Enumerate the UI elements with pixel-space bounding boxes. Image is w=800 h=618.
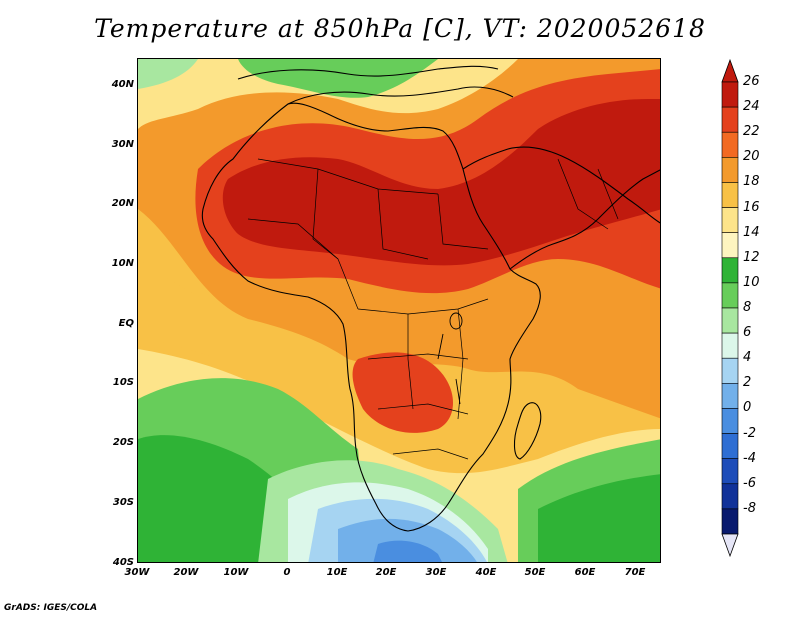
- border-line: [377, 403, 469, 415]
- chart-title: Temperature at 850hPa [C], VT: 202005261…: [94, 14, 706, 43]
- footer-credit: GrADS: IGES/COLA: [4, 603, 98, 613]
- lon-label-50e: 50E: [524, 567, 546, 578]
- colorbar-tick-label: 26: [743, 74, 760, 89]
- border-line: [377, 188, 429, 260]
- temp-band-2: [338, 518, 477, 562]
- colorbar-arrow-top: [721, 58, 739, 83]
- temp-band-26: [222, 99, 660, 266]
- colorbar-tick-label: 0: [743, 400, 752, 416]
- colorbar-swatch: [721, 332, 739, 359]
- lake-tanganyika: [437, 333, 444, 360]
- colorbar-swatch: [721, 383, 739, 409]
- colorbar-tick-label: -2: [743, 425, 756, 441]
- border-line: [247, 218, 359, 310]
- colorbar-swatch: [721, 157, 739, 183]
- lon-label-60e: 60E: [574, 567, 596, 578]
- border-line: [392, 448, 469, 460]
- colorbar-swatch: [721, 508, 739, 535]
- border-line: [437, 193, 489, 250]
- lon-label-10e: 10E: [326, 567, 348, 578]
- lake-victoria: [449, 312, 463, 330]
- africa-coastline: [201, 102, 541, 532]
- lat-label-20n: 20N: [111, 198, 134, 209]
- colorbar-tick-label: -4: [743, 450, 756, 466]
- coastlines: [201, 65, 660, 532]
- colorbar-swatch: [721, 458, 739, 485]
- madagascar-coastline: [513, 402, 542, 460]
- border-line: [367, 353, 469, 360]
- border-line: [357, 298, 489, 315]
- lon-label-20e: 20E: [375, 567, 397, 578]
- colorbar-tick-label: -6: [743, 475, 756, 491]
- lat-label-10n: 10N: [111, 258, 134, 269]
- colorbar-tick-label: 20: [743, 149, 760, 165]
- temperature-map: [137, 58, 661, 563]
- colorbar-swatch: [721, 282, 739, 309]
- colorbar-tick-label: 6: [743, 325, 752, 341]
- colorbar-tick-label: 8: [743, 300, 752, 315]
- europe-coastline: [237, 65, 499, 80]
- colorbar-swatch: [721, 433, 739, 459]
- map-canvas: [138, 59, 660, 562]
- colorbar-swatch: [721, 257, 739, 284]
- border-line: [457, 308, 464, 420]
- colorbar-tick-label: 22: [743, 124, 760, 140]
- colorbar-swatch: [721, 357, 739, 384]
- temp-band-12-east: [538, 474, 660, 562]
- colorbar-swatch: [721, 182, 739, 208]
- lon-label-30e: 30E: [425, 567, 447, 578]
- colorbar-swatch: [721, 81, 739, 108]
- temp-band-0: [373, 540, 442, 562]
- colorbar-swatch: [721, 106, 739, 133]
- mediterranean-coastline-south: [287, 86, 514, 105]
- colorbar-tick-label: 24: [743, 99, 760, 115]
- country-borders: [247, 158, 619, 460]
- colorbar-swatch: [721, 131, 739, 158]
- border-line: [312, 168, 339, 260]
- colorbar-tick-label: 14: [743, 224, 760, 240]
- lat-label-10s: 10S: [112, 377, 134, 388]
- border-line: [597, 168, 619, 220]
- colorbar: [721, 58, 739, 558]
- lat-label-eq: EQ: [118, 318, 134, 329]
- lake-malawi: [455, 378, 461, 405]
- temp-band-8-north: [138, 59, 198, 89]
- lon-label-30w: 30W: [124, 567, 150, 578]
- lon-label-10w: 10W: [223, 567, 249, 578]
- arabia-coastline-north: [462, 146, 660, 224]
- temp-band-10-north: [238, 59, 438, 98]
- colorbar-tick-label: 10: [743, 274, 760, 290]
- colorbar-tick-label: 18: [743, 174, 760, 190]
- colorbar-swatch: [721, 307, 739, 334]
- colorbar-tick-label: 2: [743, 375, 752, 391]
- lat-label-40s: 40S: [112, 557, 134, 568]
- lon-label-0: 0: [283, 567, 291, 578]
- colorbar-tick-label: -8: [743, 500, 756, 516]
- lon-label-20w: 20W: [173, 567, 199, 578]
- colorbar-tick-label: 4: [743, 350, 752, 366]
- lat-label-40n: 40N: [111, 79, 134, 90]
- lakes: [437, 312, 463, 405]
- lat-label-20s: 20S: [112, 437, 134, 448]
- temp-band-18-west: [138, 259, 228, 359]
- lon-label-40e: 40E: [475, 567, 497, 578]
- lat-label-30n: 30N: [111, 139, 134, 150]
- border-line: [557, 158, 609, 230]
- colorbar-swatch: [721, 232, 739, 259]
- lon-label-70e: 70E: [624, 567, 646, 578]
- border-line: [407, 314, 414, 410]
- colorbar-swatch: [721, 207, 739, 233]
- colorbar-tick-label: 16: [743, 199, 760, 215]
- temp-band-24-south: [352, 352, 453, 433]
- colorbar-tick-label: 12: [743, 249, 760, 265]
- border-line: [257, 158, 439, 195]
- colorbar-swatch: [721, 408, 739, 434]
- colorbar-swatch: [721, 483, 739, 510]
- colorbar-arrow-bottom: [721, 533, 739, 558]
- arabia-coastline-south: [509, 169, 660, 270]
- lat-label-30s: 30S: [112, 497, 134, 508]
